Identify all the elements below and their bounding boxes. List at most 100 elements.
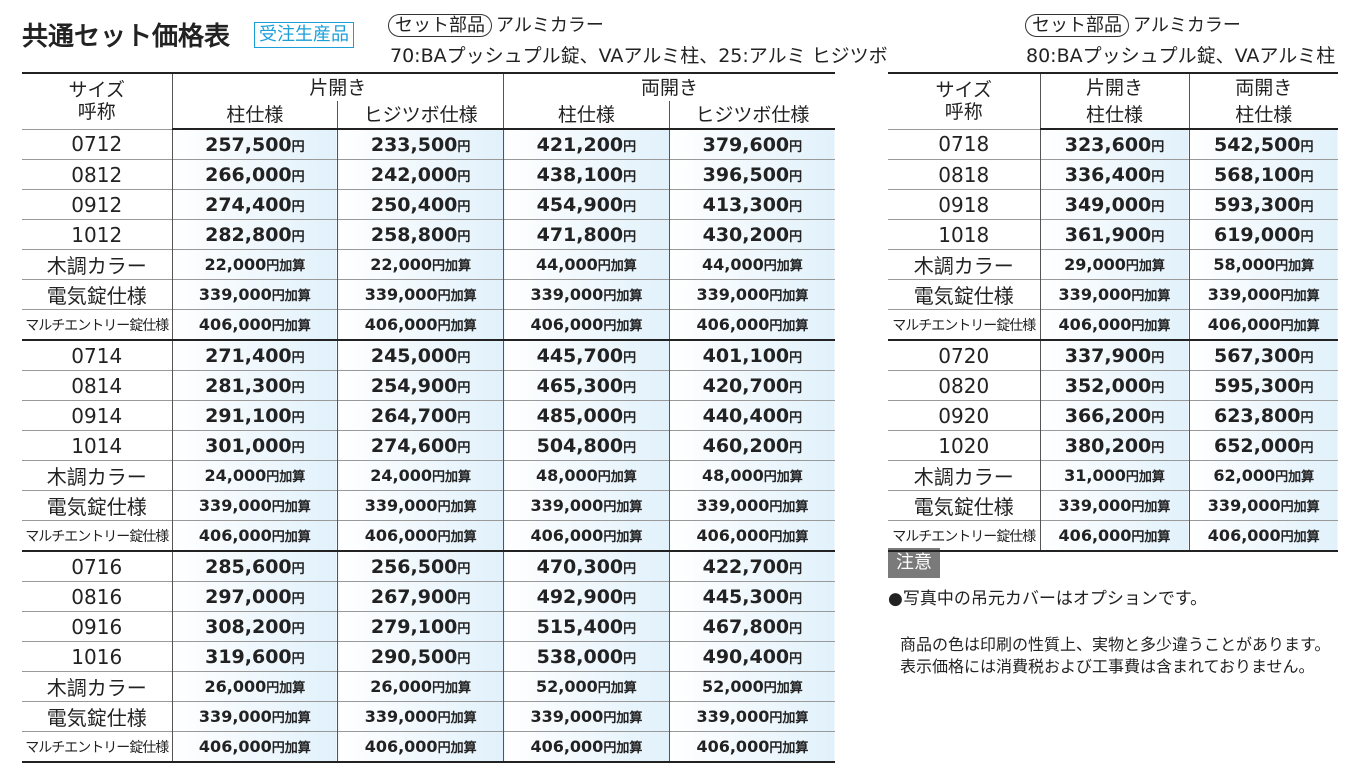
price-cell: 619,000円 xyxy=(1188,219,1338,250)
unit: 円加算 xyxy=(1275,259,1315,274)
price-cell: 339,000円加算 xyxy=(171,279,338,310)
row-label: 1012 xyxy=(22,219,173,250)
price: 406,000 xyxy=(530,526,604,545)
unit: 円加算 xyxy=(1125,470,1165,485)
row-label: マルチエントリー錠仕様 xyxy=(22,309,173,340)
unit: 円 xyxy=(457,651,471,667)
price-cell: 339,000円加算 xyxy=(1039,490,1189,521)
price-cell: 290,500円 xyxy=(337,641,504,672)
unit: 円 xyxy=(1300,410,1314,426)
unit: 円 xyxy=(789,380,803,396)
price-cell: 285,600円 xyxy=(171,550,338,582)
price-cell: 339,000円加算 xyxy=(503,490,670,521)
name-label: 呼称 xyxy=(944,101,983,124)
price-cell: 421,200円 xyxy=(503,128,670,160)
price: 440,400 xyxy=(702,404,790,427)
price-cell: 406,000円加算 xyxy=(171,309,338,340)
price: 52,000 xyxy=(702,677,764,696)
price: 26,000 xyxy=(204,677,267,696)
price-cell: 406,000円加算 xyxy=(668,731,836,763)
price-cell: 233,500円 xyxy=(337,128,504,160)
price-cell: 58,000円加算 xyxy=(1188,249,1338,280)
price: 281,300 xyxy=(205,374,292,397)
row-label: 0818 xyxy=(888,159,1041,190)
price-cell: 623,800円 xyxy=(1188,400,1338,431)
price: 58,000 xyxy=(1213,255,1276,274)
price-cell: 460,200円 xyxy=(668,430,836,461)
price: 26,000 xyxy=(370,677,432,696)
price-cell: 339,000円加算 xyxy=(1188,279,1338,310)
group-header: 両開き xyxy=(1188,72,1338,101)
price-cell: 48,000円加算 xyxy=(668,460,836,491)
row-label: 電気錠仕様 xyxy=(22,701,173,732)
price: 257,500 xyxy=(205,133,292,156)
price-row: 電気錠仕様 339,000円加算 339,000円加算 339,000円加算 339,0… xyxy=(22,279,836,310)
price: 339,000 xyxy=(530,707,604,726)
unit: 円加算 xyxy=(1131,530,1171,545)
unit: 円 xyxy=(789,561,803,577)
price: 258,800 xyxy=(370,223,458,246)
price-cell: 274,400円 xyxy=(171,189,338,220)
sub-header: 柱仕様 xyxy=(503,101,670,130)
unit: 円 xyxy=(623,561,637,577)
price: 242,000 xyxy=(370,163,458,186)
unit: 円 xyxy=(789,199,803,215)
unit: 円 xyxy=(623,380,637,396)
set-desc: 70:BAプッシュプル錠、VAアルミ柱、25:アルミ ヒジツボ xyxy=(390,45,888,67)
price: 62,000 xyxy=(1213,466,1276,485)
price-cell: 319,600円 xyxy=(171,641,338,672)
price: 361,900 xyxy=(1064,223,1152,246)
price: 471,800 xyxy=(536,223,624,246)
price-cell: 339,000円加算 xyxy=(668,701,836,732)
price-row: 1020 380,200円 652,000円 xyxy=(888,430,1338,461)
price: 274,400 xyxy=(205,193,292,216)
sub-header: 柱仕様 xyxy=(171,101,338,130)
unit: 円 xyxy=(623,410,637,426)
price: 52,000 xyxy=(536,677,598,696)
unit: 円 xyxy=(1300,380,1314,396)
unit: 円 xyxy=(291,410,305,426)
price: 339,000 xyxy=(1058,285,1132,304)
price-cell: 256,500円 xyxy=(337,550,504,582)
price: 291,100 xyxy=(205,404,292,427)
price-cell: 406,000円加算 xyxy=(503,520,670,551)
price-cell: 593,300円 xyxy=(1188,189,1338,220)
price-row: 0718 323,600円 542,500円 xyxy=(888,128,1338,160)
price-cell: 445,700円 xyxy=(503,339,670,371)
price-cell: 339,000円加算 xyxy=(337,490,504,521)
group-header: 片開き xyxy=(1039,72,1189,101)
price-cell: 274,600円 xyxy=(337,430,504,461)
price-row: 0814 281,300円 254,900円 465,300円 420,700円 xyxy=(22,370,836,401)
unit: 円 xyxy=(1151,440,1165,456)
price: 504,800 xyxy=(536,434,624,457)
price: 267,900 xyxy=(370,585,458,608)
price-cell: 297,000円 xyxy=(171,581,338,612)
price: 460,200 xyxy=(702,434,790,457)
price: 380,200 xyxy=(1064,434,1152,457)
unit: 円 xyxy=(1151,199,1165,215)
price-cell: 445,300円 xyxy=(668,581,836,612)
price: 339,000 xyxy=(530,496,604,515)
price-row: 0918 349,000円 593,300円 xyxy=(888,189,1338,220)
price: 406,000 xyxy=(696,315,770,334)
price-cell: 44,000円加算 xyxy=(503,249,670,280)
price: 285,600 xyxy=(205,555,292,578)
price: 406,000 xyxy=(696,526,770,545)
price-cell: 339,000円加算 xyxy=(503,701,670,732)
price: 406,000 xyxy=(198,315,272,334)
unit: 円加算 xyxy=(1280,319,1320,334)
price-row: 0820 352,000円 595,300円 xyxy=(888,370,1338,401)
price-cell: 48,000円加算 xyxy=(503,460,670,491)
price-cell: 420,700円 xyxy=(668,370,836,401)
price: 254,900 xyxy=(370,374,458,397)
title: 共通セット価格表 xyxy=(22,22,231,52)
price: 438,100 xyxy=(536,163,624,186)
price: 233,500 xyxy=(370,133,458,156)
price: 24,000 xyxy=(204,466,267,485)
price-cell: 490,400円 xyxy=(668,641,836,672)
price-row: 木調カラー 29,000円加算 58,000円加算 xyxy=(888,249,1338,280)
unit: 円 xyxy=(457,410,471,426)
price: 250,400 xyxy=(370,193,458,216)
row-label: 電気錠仕様 xyxy=(22,490,173,521)
unit: 円加算 xyxy=(271,289,311,304)
